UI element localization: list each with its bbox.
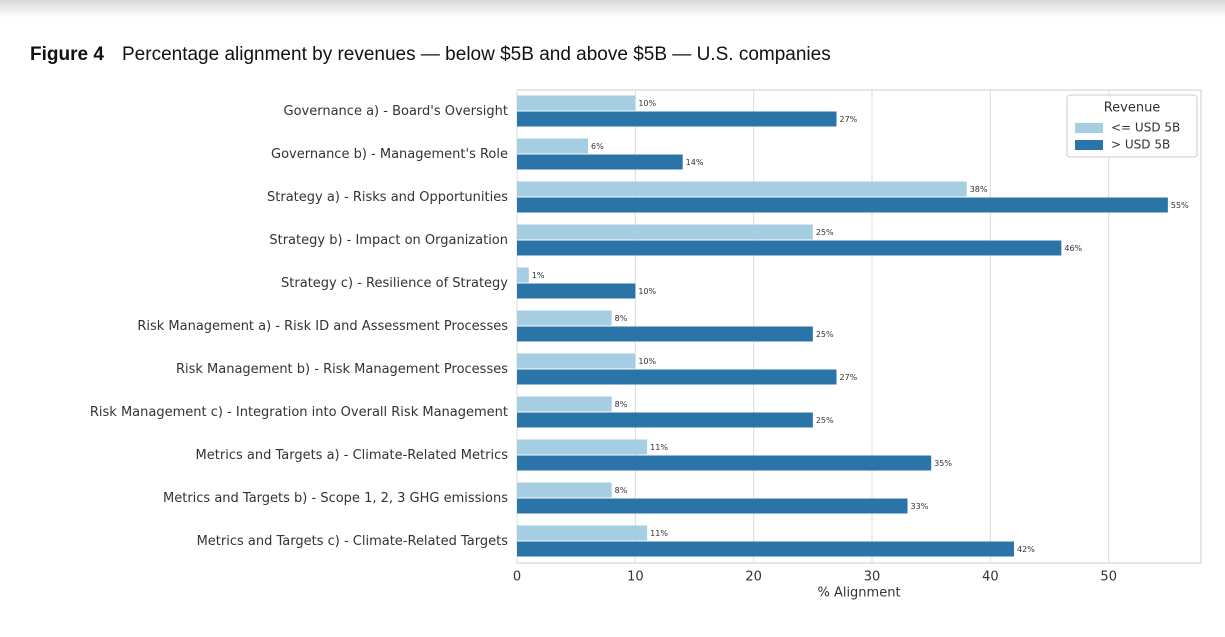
legend-label: <= USD 5B <box>1111 121 1180 135</box>
value-label: 38% <box>970 185 988 194</box>
bar <box>517 498 908 514</box>
y-tick-label: Risk Management b) - Risk Management Pro… <box>176 362 508 377</box>
y-tick-label: Metrics and Targets b) - Scope 1, 2, 3 G… <box>163 491 508 506</box>
bar <box>517 439 648 455</box>
value-label: 1% <box>532 271 545 280</box>
value-label: 11% <box>650 443 668 452</box>
x-tick-label: 20 <box>745 570 762 585</box>
bar <box>517 267 529 283</box>
bar <box>517 541 1015 557</box>
bar <box>517 310 612 326</box>
chart-title: Percentage alignment by revenues — below… <box>122 44 831 65</box>
legend-swatch <box>1075 123 1103 133</box>
value-label: 42% <box>1017 545 1035 554</box>
bar <box>517 369 837 385</box>
bar <box>517 138 589 154</box>
y-tick-label: Governance a) - Board's Oversight <box>284 104 508 119</box>
x-tick-label: 30 <box>864 570 881 585</box>
bar <box>517 95 636 111</box>
bar <box>517 111 837 127</box>
y-tick-label: Strategy a) - Risks and Opportunities <box>267 190 508 205</box>
figure-label: Figure 4 <box>30 44 104 65</box>
y-tick-label: Metrics and Targets c) - Climate-Related… <box>197 534 509 549</box>
value-label: 8% <box>615 400 628 409</box>
value-label: 11% <box>650 529 668 538</box>
x-tick-label: 40 <box>982 570 999 585</box>
y-tick-label: Risk Management a) - Risk ID and Assessm… <box>137 319 508 334</box>
value-label: 8% <box>615 486 628 495</box>
bar <box>517 283 636 299</box>
value-label: 25% <box>816 330 834 339</box>
value-label: 55% <box>1171 201 1189 210</box>
value-label: 46% <box>1064 244 1082 253</box>
y-tick-label: Risk Management c) - Integration into Ov… <box>90 405 508 420</box>
value-label: 27% <box>840 373 858 382</box>
value-label: 33% <box>911 502 929 511</box>
legend-swatch <box>1075 140 1103 150</box>
y-tick-label: Metrics and Targets a) - Climate-Related… <box>196 448 509 463</box>
value-label: 6% <box>591 142 604 151</box>
value-label: 25% <box>816 228 834 237</box>
value-label: 27% <box>840 115 858 124</box>
bar <box>517 197 1168 213</box>
x-tick-label: 10 <box>627 570 644 585</box>
x-tick-label: 0 <box>513 570 521 585</box>
legend-title: Revenue <box>1104 101 1161 116</box>
bar <box>517 154 683 170</box>
card-shadow <box>0 0 1225 18</box>
value-label: 8% <box>615 314 628 323</box>
bar <box>517 181 967 197</box>
value-label: 25% <box>816 416 834 425</box>
x-tick-label: 50 <box>1100 570 1117 585</box>
bar <box>517 482 612 498</box>
value-label: 10% <box>638 357 656 366</box>
value-label: 10% <box>638 99 656 108</box>
y-tick-label: Strategy c) - Resilience of Strategy <box>281 276 508 291</box>
bar <box>517 455 932 471</box>
bar <box>517 224 813 240</box>
bar <box>517 412 813 428</box>
bar <box>517 353 636 369</box>
x-axis-label: % Alignment <box>817 586 900 601</box>
y-tick-label: Strategy b) - Impact on Organization <box>269 233 508 248</box>
value-label: 35% <box>934 459 952 468</box>
y-tick-label: Governance b) - Management's Role <box>271 147 508 162</box>
legend-label: > USD 5B <box>1111 138 1170 152</box>
bar <box>517 326 813 342</box>
value-label: 14% <box>686 158 704 167</box>
value-label: 10% <box>638 287 656 296</box>
bar <box>517 396 612 412</box>
bar <box>517 240 1062 256</box>
bar <box>517 525 648 541</box>
